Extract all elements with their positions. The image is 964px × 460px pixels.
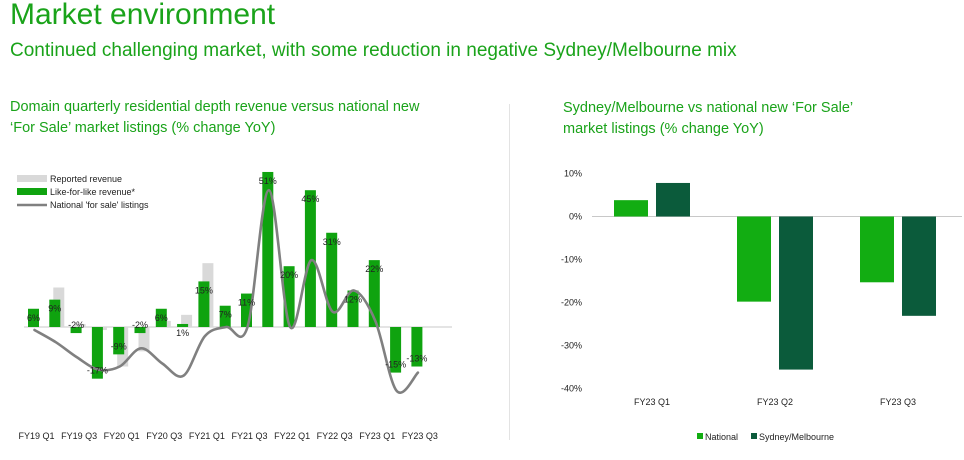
legend-sydney-melbourne-swatch — [751, 433, 757, 439]
like-for-like-revenue-bar — [283, 266, 295, 327]
like-for-like-data-label: -17% — [87, 366, 108, 376]
like-for-like-revenue-bar — [347, 290, 359, 327]
like-for-like-revenue-bar — [390, 327, 402, 373]
like-for-like-data-label: 51% — [259, 176, 277, 186]
like-for-like-data-label: 7% — [219, 310, 232, 320]
sydney-melbourne-bar — [779, 216, 813, 370]
national-bar — [737, 216, 771, 302]
left-x-tick-label: FY22 Q1 — [274, 431, 310, 441]
left-x-tick-label: FY23 Q1 — [359, 431, 395, 441]
sydney-melbourne-bar — [656, 182, 690, 217]
like-for-like-data-label: -13% — [406, 354, 427, 364]
right-y-tick-label: 10% — [564, 169, 582, 179]
right-y-tick-label: -10% — [561, 255, 582, 265]
like-for-like-data-label: -9% — [111, 341, 127, 351]
left-x-tick-label: FY22 Q3 — [317, 431, 353, 441]
right-x-tick-label: FY23 Q2 — [757, 397, 793, 407]
like-for-like-revenue-bar — [155, 308, 167, 327]
like-for-like-revenue-bar — [241, 293, 252, 327]
like-for-like-revenue-bar — [219, 305, 231, 327]
like-for-like-data-label: 20% — [280, 270, 298, 280]
left-chart-title-line-1: Domain quarterly residential depth reven… — [10, 99, 420, 115]
legend-national-label: National 'for sale' listings — [50, 200, 149, 210]
page-title: Market environment — [10, 0, 276, 31]
legend-national-swatch — [697, 433, 703, 439]
right-y-tick-label: -30% — [561, 341, 582, 351]
left-chart-title-line-2: ‘For Sale’ market listings (% change YoY… — [10, 120, 276, 136]
like-for-like-revenue-bar — [134, 327, 146, 334]
like-for-like-data-label: 45% — [301, 194, 319, 204]
right-y-tick-label: -40% — [561, 384, 582, 394]
left-x-tick-label: FY19 Q3 — [61, 431, 97, 441]
page-subtitle: Continued challenging market, with some … — [10, 40, 737, 61]
left-x-tick-label: FY20 Q1 — [104, 431, 140, 441]
chart-divider — [509, 104, 510, 440]
like-for-like-revenue-bar — [113, 327, 125, 355]
reported-revenue-bar — [74, 323, 86, 327]
like-for-like-revenue-bar — [326, 232, 338, 327]
left-x-tick-label: FY21 Q1 — [189, 431, 225, 441]
legend-sydney-melbourne-label: Sydney/Melbourne — [759, 432, 834, 442]
like-for-like-revenue-bar — [91, 327, 103, 379]
reported-revenue-bar — [181, 314, 193, 327]
right-y-tick-label: -20% — [561, 298, 582, 308]
like-for-like-revenue-bar — [368, 260, 380, 327]
like-for-like-revenue-bar — [28, 308, 39, 327]
right-x-tick-label: FY23 Q1 — [634, 397, 670, 407]
like-for-like-revenue-bar — [411, 327, 423, 367]
like-for-like-revenue-bar — [49, 299, 61, 327]
like-for-like-data-label: 22% — [365, 264, 383, 274]
like-for-like-data-label: 11% — [238, 298, 255, 308]
national-bar — [860, 216, 894, 283]
right-chart-title-line-2: market listings (% change YoY) — [563, 121, 764, 137]
legend-like-for-like-swatch — [17, 188, 47, 195]
right-y-tick-label: 0% — [569, 212, 582, 222]
legend-like-for-like-label: Like-for-like revenue* — [50, 187, 136, 197]
left-x-tick-label: FY21 Q3 — [231, 431, 267, 441]
like-for-like-data-label: 1% — [176, 328, 189, 338]
national-bar — [614, 200, 648, 217]
reported-revenue-bar — [138, 327, 150, 352]
like-for-like-data-label: 6% — [27, 313, 40, 323]
legend-reported-label: Reported revenue — [50, 174, 122, 184]
legend-national-label: National — [705, 432, 738, 442]
like-for-like-revenue-bar — [198, 281, 210, 327]
like-for-like-data-label: 15% — [195, 285, 213, 295]
national-listings-line — [33, 188, 420, 394]
like-for-like-data-label: 12% — [344, 295, 362, 305]
like-for-like-revenue-bar — [70, 327, 82, 334]
like-for-like-revenue-bar — [262, 171, 274, 327]
like-for-like-data-label: 31% — [323, 237, 341, 247]
left-x-tick-label: FY19 Q1 — [18, 431, 54, 441]
sydney-melbourne-bar — [902, 216, 936, 316]
like-for-like-data-label: -2% — [132, 320, 148, 330]
right-chart-title-line-1: Sydney/Melbourne vs national new ‘For Sa… — [563, 100, 854, 116]
like-for-like-data-label: 9% — [48, 304, 61, 314]
like-for-like-revenue-bar — [177, 323, 189, 327]
like-for-like-revenue-bar — [304, 190, 316, 327]
left-x-tick-label: FY20 Q3 — [146, 431, 182, 441]
right-x-tick-label: FY23 Q3 — [880, 397, 916, 407]
like-for-like-data-label: -15% — [385, 360, 406, 370]
legend-reported-swatch — [17, 175, 47, 182]
left-x-tick-label: FY23 Q3 — [402, 431, 438, 441]
like-for-like-data-label: -2% — [68, 320, 84, 330]
like-for-like-data-label: 6% — [155, 313, 168, 323]
